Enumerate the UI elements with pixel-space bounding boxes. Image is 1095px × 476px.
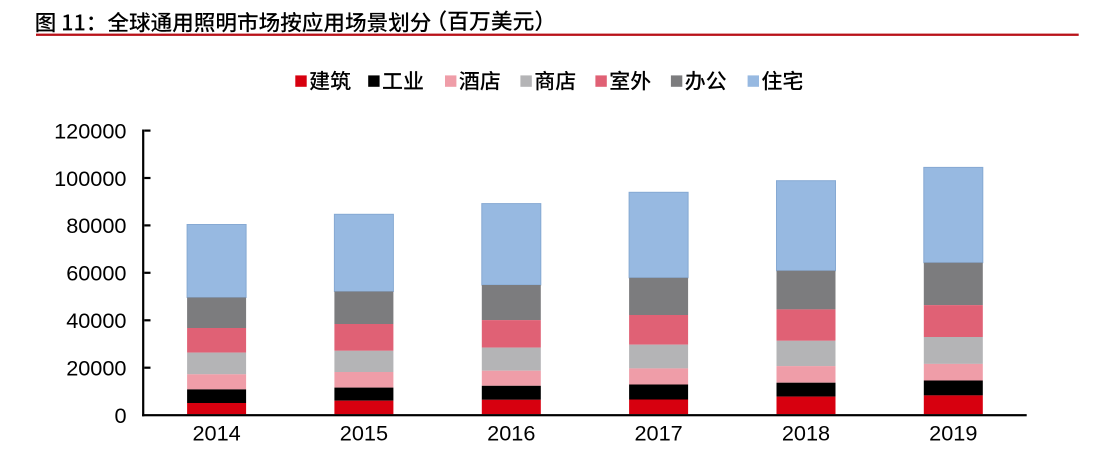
svg-text:100000: 100000	[54, 166, 126, 191]
svg-text:2015: 2015	[340, 420, 388, 445]
svg-text:2016: 2016	[487, 420, 535, 445]
svg-text:20000: 20000	[66, 356, 126, 381]
svg-text:120000: 120000	[54, 118, 126, 143]
svg-text:2018: 2018	[782, 420, 830, 445]
svg-text:80000: 80000	[66, 213, 126, 238]
svg-text:2014: 2014	[192, 420, 240, 445]
svg-text:40000: 40000	[66, 308, 126, 333]
svg-text:60000: 60000	[66, 261, 126, 286]
svg-text:2017: 2017	[634, 420, 682, 445]
svg-text:0: 0	[114, 403, 126, 428]
svg-text:2019: 2019	[929, 420, 977, 445]
